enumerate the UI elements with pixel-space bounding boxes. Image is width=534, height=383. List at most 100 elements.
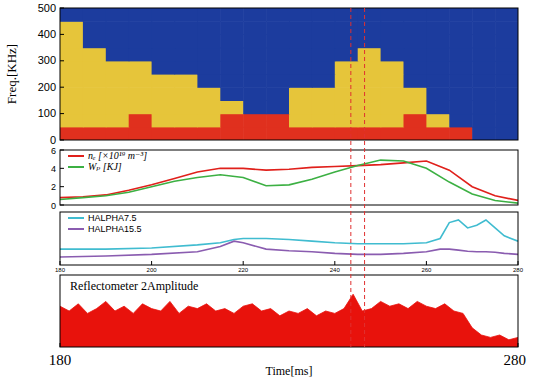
x-tick (518, 261, 519, 265)
heat-cell (449, 48, 473, 62)
heat-cell (60, 34, 84, 48)
heat-cell (335, 74, 359, 88)
heat-cell (426, 61, 450, 75)
heat-cell (289, 127, 313, 140)
heat-cell (152, 21, 176, 35)
heat-cell (129, 74, 153, 88)
heat-cell (175, 87, 199, 101)
figure: 0100200300400500Freq.[KHz]0246nₑ [×10¹⁹ … (0, 0, 534, 383)
heat-cell (266, 74, 290, 88)
y-axis-title: Freq.[KHz] (4, 44, 19, 104)
heat-cell (129, 21, 153, 35)
heat-cell (152, 100, 176, 114)
heat-cell (220, 61, 244, 75)
legend-label: nₑ [×10¹⁹ m⁻³] (88, 150, 147, 161)
heat-cell (289, 74, 313, 88)
y-tick (60, 140, 64, 141)
heat-cell (152, 87, 176, 101)
x-tick-label: 260 (421, 267, 432, 273)
heat-cell (175, 21, 199, 35)
heat-cell (83, 127, 107, 140)
heat-cell (404, 8, 428, 22)
heat-cell (381, 74, 405, 88)
x-tick (151, 261, 152, 265)
heat-cell (404, 127, 428, 140)
heat-cell (358, 100, 382, 114)
plot-area (60, 160, 518, 203)
y-tick-label: 6 (51, 146, 56, 156)
frame (60, 212, 518, 265)
heat-cell (358, 8, 382, 22)
heat-cell (312, 87, 336, 101)
heat-cell (220, 48, 244, 62)
heat-cell (358, 48, 382, 62)
legend-label: Wₚ [KJ] (88, 161, 122, 172)
heat-cell (129, 34, 153, 48)
x-tick-label: 180 (49, 352, 72, 368)
heat-cell (335, 48, 359, 62)
heat-cell (60, 127, 84, 140)
heat-cell (266, 8, 290, 22)
heat-cell (404, 74, 428, 88)
heat-cell (266, 48, 290, 62)
heat-cell (495, 127, 518, 140)
heat-cell (426, 74, 450, 88)
heat-cell (60, 48, 84, 62)
heat-cell (335, 8, 359, 22)
heat-cell (495, 34, 518, 48)
heat-cell (381, 21, 405, 35)
heat-cell (197, 74, 221, 88)
heat-cell (312, 21, 336, 35)
x-tick (518, 343, 519, 347)
series-line (60, 220, 518, 249)
heat-cell (472, 8, 496, 22)
heat-cell (426, 87, 450, 101)
heat-cell (152, 34, 176, 48)
heat-cell (404, 34, 428, 48)
heat-cell (197, 21, 221, 35)
y-tick-label: 4 (51, 164, 56, 174)
y-tick-label: 200 (38, 81, 56, 93)
y-tick (60, 205, 64, 206)
y-tick-label: 500 (38, 2, 56, 14)
heat-cell (197, 34, 221, 48)
heat-cell (358, 114, 382, 128)
heat-cell (243, 34, 267, 48)
heat-cell (472, 87, 496, 101)
heat-cell (197, 48, 221, 62)
heat-cell (289, 21, 313, 35)
heat-cell (175, 8, 199, 22)
heat-cell (197, 87, 221, 101)
legend-swatch (68, 228, 84, 230)
frame (60, 275, 518, 347)
legend: HALPHA7.5HALPHA15.5 (68, 213, 142, 234)
heat-cell (220, 114, 244, 128)
frame (60, 150, 518, 205)
heat-cell (129, 61, 153, 75)
heat-cell (495, 8, 518, 22)
heat-cell (83, 8, 107, 22)
heat-cell (449, 61, 473, 75)
heat-cell (175, 34, 199, 48)
heat-cell (60, 21, 84, 35)
heat-cell (83, 48, 107, 62)
heat-cell (426, 127, 450, 140)
heat-cell (266, 61, 290, 75)
heat-cell (175, 74, 199, 88)
heat-cell (106, 8, 130, 22)
legend-swatch (68, 217, 84, 219)
heat-cell (495, 74, 518, 88)
heat-cell (243, 8, 267, 22)
heat-cell (426, 34, 450, 48)
heat-cell (83, 21, 107, 35)
plot-area (60, 8, 518, 140)
heat-cell (243, 114, 267, 128)
panel-title: Reflectometer 2Amplitude (70, 279, 198, 293)
heat-cell (289, 100, 313, 114)
heat-cell (152, 8, 176, 22)
heat-cell (335, 61, 359, 75)
heat-cell (335, 127, 359, 140)
plot-area (60, 294, 518, 347)
heat-cell (449, 21, 473, 35)
heat-cell (449, 87, 473, 101)
